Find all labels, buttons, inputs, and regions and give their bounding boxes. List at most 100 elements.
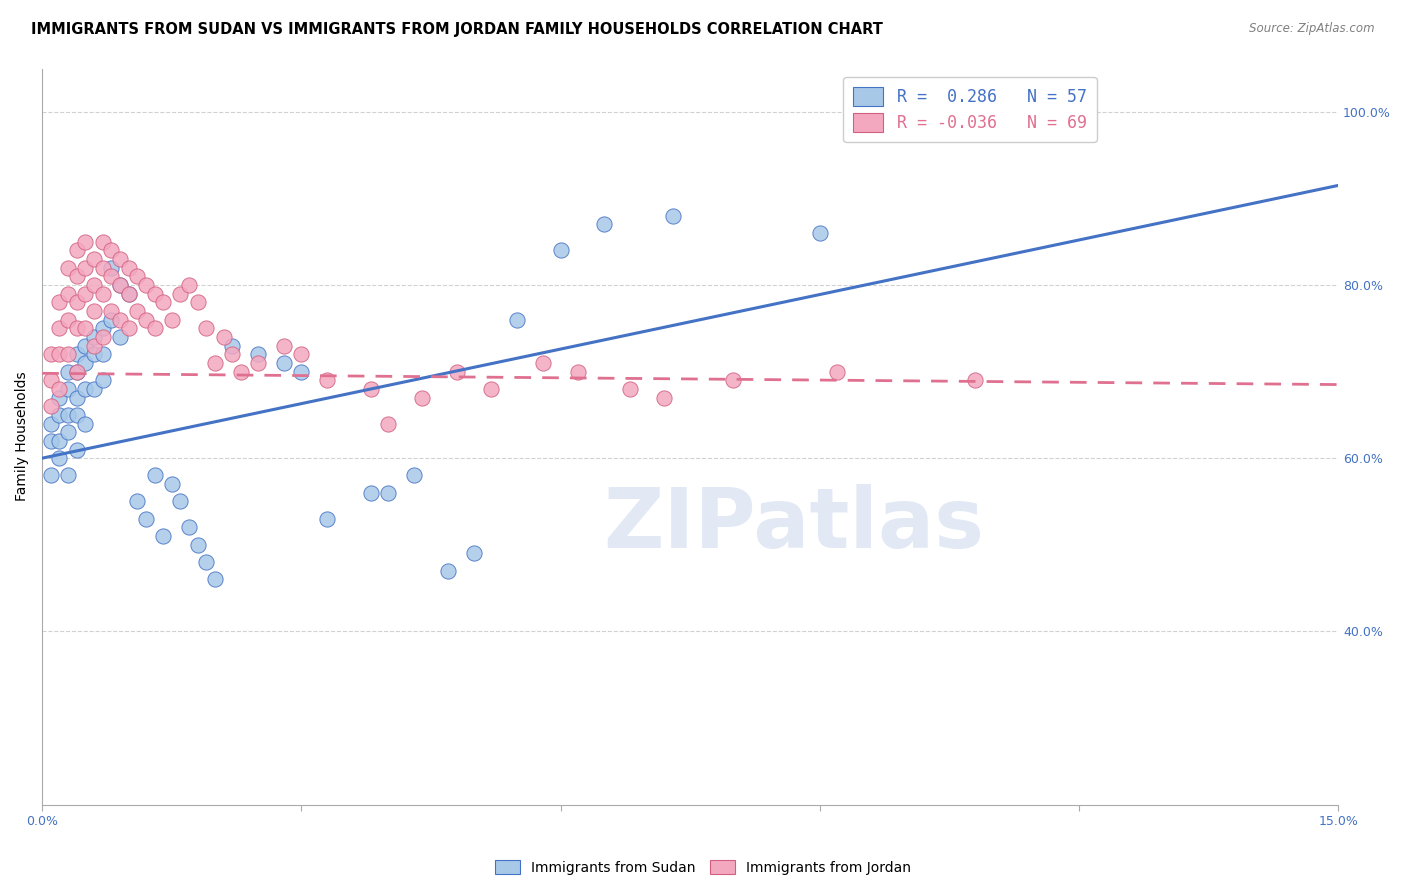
Point (100, 312, 122, 326)
Point (402, 468, 425, 483)
Point (177, 277, 200, 292)
Point (316, 512, 339, 526)
Point (169, 494, 191, 508)
Point (117, 286, 139, 301)
Point (83, 252, 105, 266)
Point (662, 209, 685, 223)
Point (66, 391, 89, 405)
Point (187, 295, 209, 310)
Point (56, 425, 79, 440)
Point (506, 312, 529, 326)
Point (377, 485, 399, 500)
Point (66, 408, 89, 422)
Y-axis label: Family Households: Family Households (15, 372, 30, 501)
Point (39, 417, 62, 431)
Point (91, 260, 114, 275)
Point (56, 312, 79, 326)
Point (83, 338, 105, 352)
Point (808, 226, 831, 240)
Point (592, 218, 614, 232)
Point (56, 365, 79, 379)
Point (143, 286, 166, 301)
Point (446, 365, 468, 379)
Point (204, 356, 226, 370)
Point (48, 347, 70, 361)
Point (567, 365, 589, 379)
Text: Source: ZipAtlas.com: Source: ZipAtlas.com (1250, 22, 1375, 36)
Point (965, 373, 987, 387)
Legend: R =  0.286   N = 57, R = -0.036   N = 69: R = 0.286 N = 57, R = -0.036 N = 69 (844, 77, 1097, 142)
Point (160, 312, 183, 326)
Point (316, 373, 339, 387)
Point (135, 512, 157, 526)
Point (56, 286, 79, 301)
Point (75, 417, 97, 431)
Point (360, 485, 382, 500)
Point (135, 312, 157, 326)
Point (187, 538, 209, 552)
Point (56, 260, 79, 275)
Point (66, 269, 89, 284)
Point (247, 347, 270, 361)
Point (127, 494, 149, 508)
Point (169, 286, 191, 301)
Text: ZIPatlas: ZIPatlas (603, 484, 984, 566)
Point (143, 468, 166, 483)
Point (48, 382, 70, 396)
Point (100, 269, 122, 284)
Text: IMMIGRANTS FROM SUDAN VS IMMIGRANTS FROM JORDAN FAMILY HOUSEHOLDS CORRELATION CH: IMMIGRANTS FROM SUDAN VS IMMIGRANTS FROM… (31, 22, 883, 37)
Point (550, 244, 572, 258)
Point (481, 382, 503, 396)
Point (91, 286, 114, 301)
Point (39, 434, 62, 448)
Point (66, 244, 89, 258)
Point (56, 468, 79, 483)
Point (127, 304, 149, 318)
Point (152, 529, 174, 543)
Point (75, 382, 97, 396)
Point (247, 356, 270, 370)
Point (723, 373, 745, 387)
Point (39, 347, 62, 361)
Point (83, 330, 105, 344)
Point (273, 356, 295, 370)
Point (204, 573, 226, 587)
Point (221, 338, 243, 352)
Point (825, 365, 848, 379)
Point (117, 321, 139, 335)
Point (108, 277, 131, 292)
Point (117, 260, 139, 275)
Point (177, 520, 200, 534)
Point (273, 338, 295, 352)
Point (75, 321, 97, 335)
Point (66, 442, 89, 457)
Point (48, 391, 70, 405)
Point (229, 365, 252, 379)
Point (652, 391, 675, 405)
Point (48, 434, 70, 448)
Point (290, 347, 312, 361)
Point (48, 295, 70, 310)
Point (143, 321, 166, 335)
Point (437, 564, 460, 578)
Point (108, 312, 131, 326)
Point (117, 286, 139, 301)
Point (83, 382, 105, 396)
Point (100, 244, 122, 258)
Point (56, 382, 79, 396)
Point (100, 260, 122, 275)
Point (91, 330, 114, 344)
Point (48, 408, 70, 422)
Point (75, 338, 97, 352)
Point (66, 295, 89, 310)
Point (108, 277, 131, 292)
Point (463, 546, 485, 560)
Point (290, 365, 312, 379)
Legend: Immigrants from Sudan, Immigrants from Jordan: Immigrants from Sudan, Immigrants from J… (489, 855, 917, 880)
Point (108, 330, 131, 344)
Point (127, 269, 149, 284)
Point (75, 286, 97, 301)
Point (619, 382, 641, 396)
Point (152, 295, 174, 310)
Point (83, 304, 105, 318)
